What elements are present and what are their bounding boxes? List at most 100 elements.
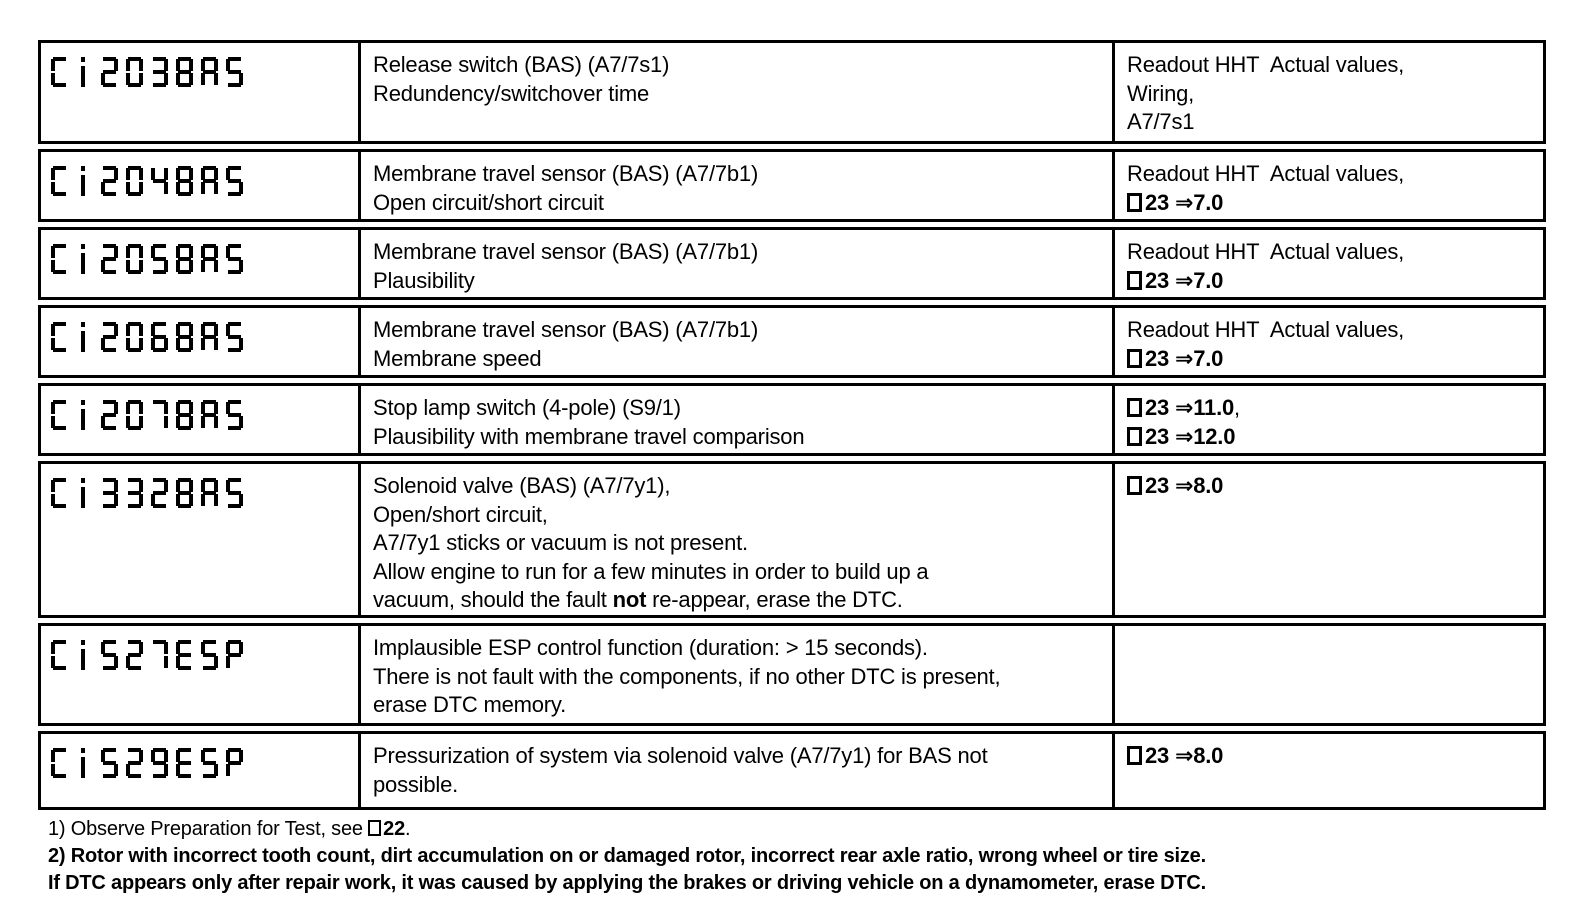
text-segment: If DTC appears only after repair work, i… (48, 872, 1206, 894)
text-segment: Implausible ESP control function (durati… (373, 635, 928, 660)
description-cell: Release switch (BAS) (A7/7s1) Redundency/… (358, 43, 1112, 141)
text-segment: Open circuit/short circuit (373, 189, 604, 215)
text-line: 23 ⇒7.0 (1127, 189, 1531, 218)
text-line: Membrane travel sensor (BAS) (A7/7b1) (373, 316, 1100, 345)
text-line: Plausibility (373, 267, 1100, 296)
text-segment: 23 ⇒7.0 (1127, 346, 1223, 371)
description-cell: Membrane travel sensor (BAS) (A7/7b1) Pla… (358, 230, 1112, 297)
description-cell: Membrane travel sensor (BAS) (A7/7b1) Ope… (358, 152, 1112, 219)
text-segment: 22 (368, 818, 405, 840)
table-row: Stop lamp switch (4-pole) (S9/1) Plausibi… (38, 383, 1546, 456)
text-segment: A7/7s1 (1127, 109, 1195, 134)
text-line: Open/short circuit, (373, 501, 1100, 530)
dtc-code-cell (41, 734, 358, 807)
text-segment: Open/short circuit, (373, 501, 548, 527)
dtc-code (51, 57, 348, 87)
dtc-code (51, 748, 348, 778)
text-line: There is not fault with the components, … (373, 663, 1100, 692)
text-segment: Allow engine to run for a few minutes in… (373, 558, 929, 584)
test-steps-cell: Readout HHT Actual values, 23 ⇒7.0 (1112, 230, 1543, 297)
text-line: Solenoid valve (BAS) (A7/7y1), (373, 472, 1100, 501)
text-segment: Pressurization of system via solenoid va… (373, 743, 988, 768)
text-segment: possible. (373, 771, 459, 797)
dtc-code (51, 640, 348, 670)
text-segment: Plausibility with membrane travel compar… (373, 423, 805, 449)
text-segment: Redundency/switchover time (373, 80, 650, 106)
text-segment: 23 ⇒8.0 (1127, 743, 1223, 768)
text-line: vacuum, should the fault not re-appear, … (373, 586, 1100, 615)
text-line: A7/7y1 sticks or vacuum is not present. (373, 529, 1100, 558)
text-line: Redundency/switchover time (373, 80, 1100, 109)
dtc-code-cell (41, 43, 358, 141)
text-segment: Readout HHT Actual values, (1127, 52, 1405, 77)
table-row: Implausible ESP control function (durati… (38, 623, 1546, 726)
description-cell: Implausible ESP control function (durati… (358, 626, 1112, 723)
text-line: Stop lamp switch (4-pole) (S9/1) (373, 394, 1100, 423)
text-line: 23 ⇒8.0 (1127, 472, 1531, 501)
text-line: Implausible ESP control function (durati… (373, 634, 1100, 663)
text-segment: Stop lamp switch (4-pole) (S9/1) (373, 395, 681, 420)
text-segment: Membrane travel sensor (BAS) (A7/7b1) (373, 239, 759, 264)
text-segment: 1) Observe Preparation for Test, see (48, 818, 369, 840)
table-row: Membrane travel sensor (BAS) (A7/7b1) Mem… (38, 305, 1546, 378)
text-line: Readout HHT Actual values, (1127, 160, 1531, 189)
text-segment: 2) Rotor with incorrect tooth count, dir… (48, 845, 1206, 867)
text-segment: erase DTC memory. (373, 692, 566, 717)
test-steps-cell: 23 ⇒11.0, 23 ⇒12.0 (1112, 386, 1543, 453)
text-line: Membrane travel sensor (BAS) (A7/7b1) (373, 160, 1100, 189)
test-steps-cell: Readout HHT Actual values, 23 ⇒7.0 (1112, 308, 1543, 375)
dtc-code-cell (41, 464, 358, 615)
text-line: Readout HHT Actual values, (1127, 238, 1531, 267)
dtc-code-cell (41, 386, 358, 453)
table-row: Membrane travel sensor (BAS) (A7/7b1) Ope… (38, 149, 1546, 222)
text-segment: , (1234, 395, 1240, 420)
text-segment: A7/7y1 sticks or vacuum is not present. (373, 530, 748, 555)
text-segment: 23 ⇒7.0 (1127, 190, 1223, 215)
text-line: A7/7s1 (1127, 108, 1531, 137)
test-step-ref-icon (1127, 476, 1142, 495)
footnote-line: 2) Rotor with incorrect tooth count, dir… (48, 843, 1548, 870)
dtc-code (51, 166, 348, 196)
dtc-code-cell (41, 152, 358, 219)
test-steps-cell (1112, 626, 1543, 723)
test-steps-cell: 23 ⇒8.0 (1112, 734, 1543, 807)
text-line: erase DTC memory. (373, 691, 1100, 720)
text-line: Open circuit/short circuit (373, 189, 1100, 218)
test-step-ref-icon (1127, 746, 1142, 765)
text-segment: Release switch (BAS) (A7/7s1) (373, 52, 670, 77)
text-line: Wiring, (1127, 80, 1531, 109)
text-line: 23 ⇒7.0 (1127, 345, 1531, 374)
text-line: Plausibility with membrane travel compar… (373, 423, 1100, 452)
text-line: Allow engine to run for a few minutes in… (373, 558, 1100, 587)
text-line: 23 ⇒12.0 (1127, 423, 1531, 452)
text-segment: 23 ⇒7.0 (1127, 268, 1223, 293)
test-step-ref-icon (1127, 398, 1142, 417)
text-line: Readout HHT Actual values, (1127, 51, 1531, 80)
table-row: Pressurization of system via solenoid va… (38, 731, 1546, 810)
text-segment: vacuum, should the fault (373, 587, 613, 612)
footnotes: 1) Observe Preparation for Test, see 22.… (48, 816, 1548, 897)
text-segment: Solenoid valve (BAS) (A7/7y1), (373, 473, 671, 498)
text-segment: There is not fault with the components, … (373, 663, 1001, 689)
footnote-line: If DTC appears only after repair work, i… (48, 870, 1548, 897)
dtc-code-cell (41, 230, 358, 297)
text-segment: Membrane travel sensor (BAS) (A7/7b1) (373, 161, 759, 186)
table-row: Release switch (BAS) (A7/7s1) Redundency/… (38, 40, 1546, 144)
table-row: Solenoid valve (BAS) (A7/7y1), Open/short… (38, 461, 1546, 618)
text-segment: Readout HHT Actual values, (1127, 317, 1405, 342)
test-step-ref-icon (1127, 348, 1142, 368)
test-step-ref-icon (1127, 270, 1142, 290)
dtc-code (51, 400, 348, 430)
text-segment: re-appear, erase the DTC. (646, 587, 903, 612)
text-segment: 23 ⇒11.0 (1127, 395, 1234, 420)
text-line: Membrane travel sensor (BAS) (A7/7b1) (373, 238, 1100, 267)
text-line: Readout HHT Actual values, (1127, 316, 1531, 345)
dtc-code (51, 322, 348, 352)
dtc-code (51, 478, 348, 508)
description-cell: Pressurization of system via solenoid va… (358, 734, 1112, 807)
text-segment: Membrane travel sensor (BAS) (A7/7b1) (373, 317, 759, 342)
text-line: Release switch (BAS) (A7/7s1) (373, 51, 1100, 80)
description-cell: Membrane travel sensor (BAS) (A7/7b1) Mem… (358, 308, 1112, 375)
text-line: 23 ⇒7.0 (1127, 267, 1531, 296)
dtc-code-cell (41, 308, 358, 375)
